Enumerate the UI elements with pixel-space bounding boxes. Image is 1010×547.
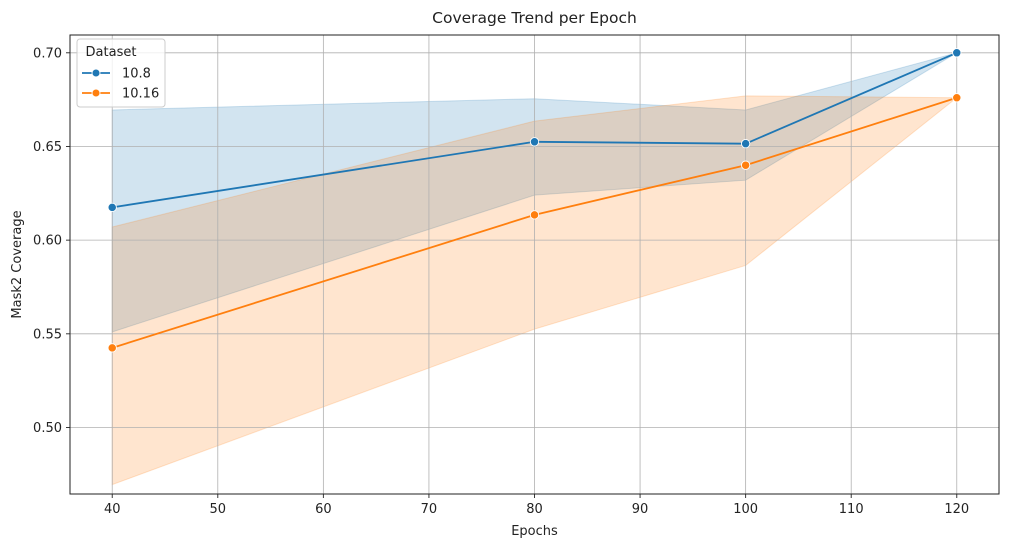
series-line-1 [111,96,958,349]
y-tick-label-3: 0.65 [33,140,62,155]
x-tick-label-4: 80 [526,502,543,517]
y-tick-label-4: 0.70 [33,46,62,61]
x-axis-label: Epochs [511,524,558,539]
x-tick-label-3: 70 [421,502,438,517]
grid-lines [70,35,999,494]
x-tick-label-0: 40 [104,502,121,517]
x-tick-label-5: 90 [632,502,649,517]
legend-items: 10.8 10.16 [82,67,159,102]
data-point-0-1 [529,137,540,147]
legend-title: Dataset [86,45,137,60]
legend-label-0: 10.8 [122,67,151,82]
y-tick-label-0: 0.50 [33,421,62,436]
series-line-0 [112,51,958,209]
legend-swatch-marker-1 [91,88,101,98]
y-axis-label: Mask2 Coverage [10,210,25,318]
data-point-0-0 [107,202,117,213]
legend-label-1: 10.16 [122,87,159,102]
series-markers [107,48,962,353]
x-tick-label-6: 100 [733,502,758,517]
y-axis-ticks: 0.50 0.55 0.60 0.65 0.70 [33,46,70,436]
x-tick-label-2: 60 [315,502,332,517]
x-tick-label-8: 120 [944,502,969,517]
legend: Dataset 10.8 10.16 [76,38,166,108]
x-axis-ticks: 40 50 60 70 80 90 100 110 120 [104,494,969,517]
data-point-0-2 [740,139,751,149]
legend-swatch-marker-0 [91,68,101,78]
data-point-0-3 [952,48,962,58]
x-tick-label-1: 50 [210,502,227,517]
chart-title: Coverage Trend per Epoch [432,9,637,27]
y-tick-label-1: 0.55 [33,327,62,342]
data-point-1-1 [529,210,540,220]
x-tick-label-7: 110 [839,502,864,517]
data-point-1-3 [952,93,962,103]
data-point-1-2 [740,160,751,170]
y-tick-label-2: 0.60 [33,234,62,249]
data-point-1-0 [107,343,117,353]
series-lines [111,51,958,349]
